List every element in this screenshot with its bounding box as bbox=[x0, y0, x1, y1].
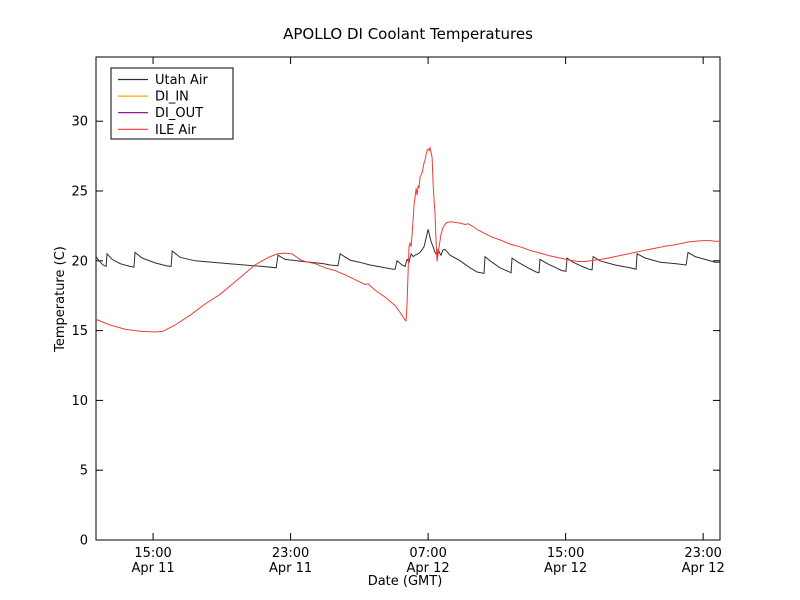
x-tick-time: 15:00 bbox=[547, 546, 584, 561]
legend-label: ILE Air bbox=[155, 123, 197, 138]
x-tick-date: Apr 12 bbox=[407, 561, 450, 576]
y-tick-label: 5 bbox=[80, 464, 88, 479]
y-tick-label: 10 bbox=[71, 394, 88, 409]
plot-frame bbox=[95, 56, 721, 541]
y-tick-label: 30 bbox=[71, 115, 88, 130]
x-axis-label: Date (GMT) bbox=[368, 574, 443, 589]
x-tick-date: Apr 12 bbox=[682, 561, 725, 576]
series-line-utah-air bbox=[96, 229, 720, 275]
x-tick-time: 07:00 bbox=[409, 546, 446, 561]
y-axis-label: Temperature (C) bbox=[53, 246, 68, 353]
x-tick-date: Apr 11 bbox=[131, 561, 174, 576]
y-tick-label: 0 bbox=[80, 534, 88, 549]
x-tick-date: Apr 11 bbox=[269, 561, 312, 576]
y-tick-label: 20 bbox=[71, 254, 88, 269]
chart-title: APOLLO DI Coolant Temperatures bbox=[283, 25, 533, 43]
y-tick-label: 25 bbox=[71, 185, 88, 200]
series-line-ile-air bbox=[96, 145, 720, 333]
legend-label: Utah Air bbox=[155, 73, 208, 88]
x-tick-time: 23:00 bbox=[684, 546, 721, 561]
x-tick-time: 23:00 bbox=[272, 546, 309, 561]
legend-label: DI_IN bbox=[155, 90, 189, 105]
x-tick-date: Apr 12 bbox=[544, 561, 587, 576]
x-tick-time: 15:00 bbox=[134, 546, 171, 561]
series-lines bbox=[96, 145, 720, 333]
legend-label: DI_OUT bbox=[155, 106, 203, 121]
y-tick-label: 15 bbox=[71, 324, 88, 339]
